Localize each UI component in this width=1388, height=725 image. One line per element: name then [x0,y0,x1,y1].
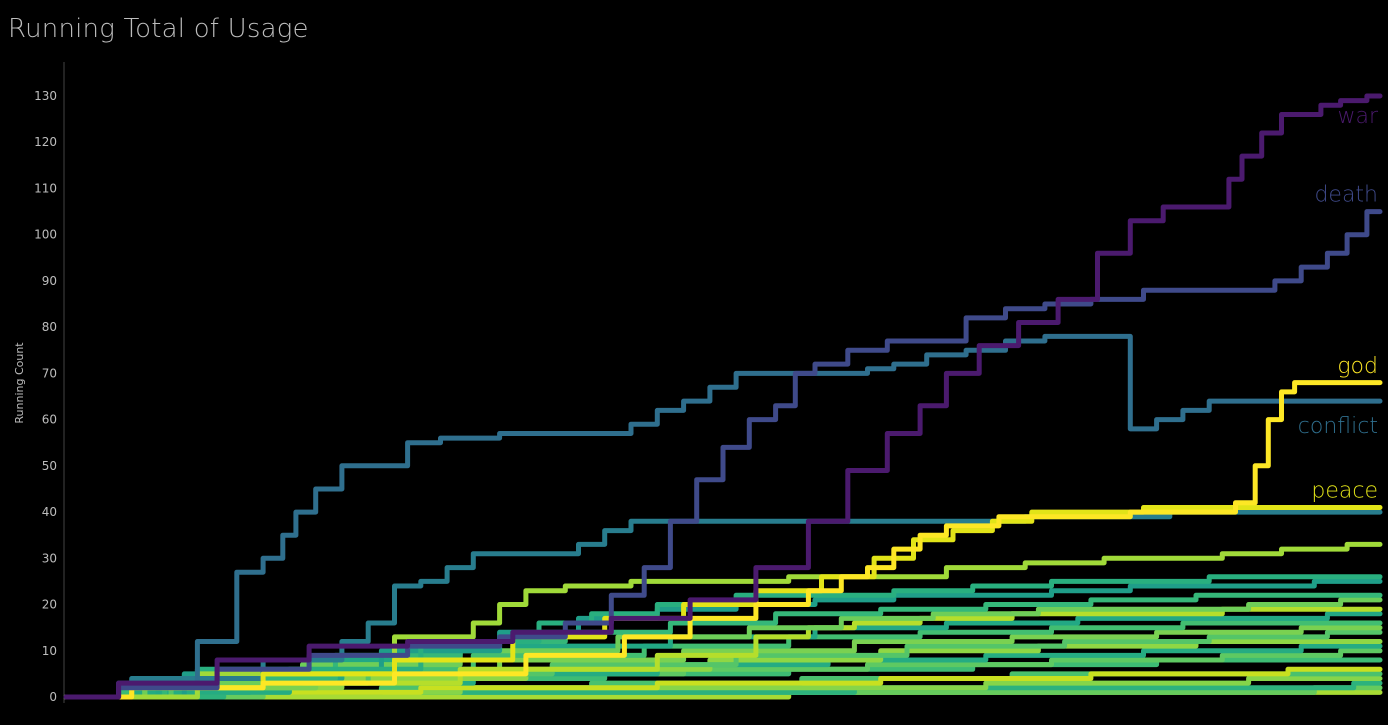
y-tick-label-20: 20 [42,598,57,612]
series-lines [63,93,1383,700]
y-tick-label-70: 70 [42,366,57,380]
series-line-series-6 [63,541,1383,700]
series-line-series-17 [63,643,1383,700]
y-tick-label-10: 10 [42,644,57,658]
y-tick-label-30: 30 [42,551,57,565]
y-tick-label-90: 90 [42,274,57,288]
y-tick-label-120: 120 [34,135,57,149]
series-label-death: death [1314,183,1378,208]
series-line-war [63,93,1383,700]
y-tick-label-40: 40 [42,505,57,519]
chart-title: Running Total of Usage [8,14,309,44]
y-tick-label-80: 80 [42,320,57,334]
series-line-death [63,209,1383,700]
y-axis-label: Running Count [13,342,26,424]
series-label-peace: peace [1311,479,1378,504]
y-tick-label-60: 60 [42,413,57,427]
y-tick-labels: 0 10 20 30 40 50 60 70 80 90 100 110 120 130 [34,89,57,704]
series-label-war: war [1337,104,1378,129]
series-line-series-10 [63,597,1383,700]
series-line-series-20 [63,666,1383,700]
series-line-god [63,380,1383,700]
series-line-series-14 [63,625,1383,700]
y-tick-label-100: 100 [34,228,57,242]
series-line-series-16 [63,639,1383,700]
series-labels: war death god conflict peace [1298,104,1379,503]
series-line-conflict [63,333,1383,700]
series-label-conflict: conflict [1298,414,1378,439]
y-tick-label-50: 50 [42,459,57,473]
y-tick-label-110: 110 [34,181,57,195]
y-tick-label-130: 130 [34,89,57,103]
series-label-god: god [1337,354,1378,379]
y-tick-label-0: 0 [49,690,57,704]
